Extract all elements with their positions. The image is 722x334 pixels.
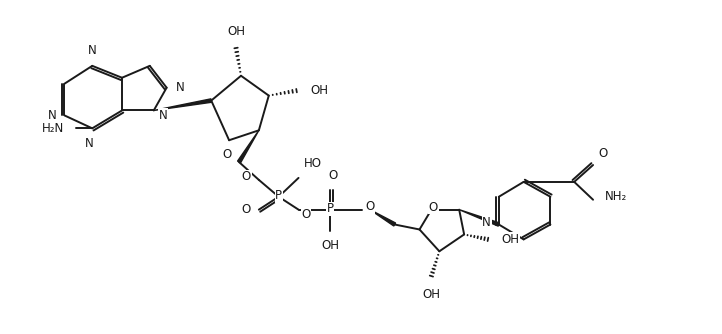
Text: O: O xyxy=(242,203,251,216)
Text: P: P xyxy=(275,189,282,202)
Polygon shape xyxy=(154,99,212,111)
Text: O: O xyxy=(365,200,374,213)
Text: O: O xyxy=(429,201,438,214)
Text: N: N xyxy=(159,109,168,122)
Text: H₂N: H₂N xyxy=(42,122,64,135)
Text: P: P xyxy=(327,202,334,215)
Text: OH: OH xyxy=(321,239,339,253)
Polygon shape xyxy=(238,130,259,163)
Polygon shape xyxy=(459,210,500,226)
Text: N: N xyxy=(482,216,491,229)
Text: OH: OH xyxy=(310,84,329,97)
Polygon shape xyxy=(370,210,396,226)
Text: O: O xyxy=(329,169,338,182)
Text: N: N xyxy=(88,44,97,57)
Text: NH₂: NH₂ xyxy=(605,190,627,203)
Text: N: N xyxy=(175,81,184,94)
Text: N: N xyxy=(48,109,56,122)
Text: O: O xyxy=(222,148,232,161)
Text: O: O xyxy=(242,170,251,183)
Text: O: O xyxy=(302,208,310,221)
Text: OH: OH xyxy=(227,25,245,38)
Text: N: N xyxy=(85,137,94,150)
Text: HO: HO xyxy=(303,157,321,170)
Text: OH: OH xyxy=(502,233,520,246)
Text: OH: OH xyxy=(422,288,440,301)
Text: O: O xyxy=(598,147,607,160)
